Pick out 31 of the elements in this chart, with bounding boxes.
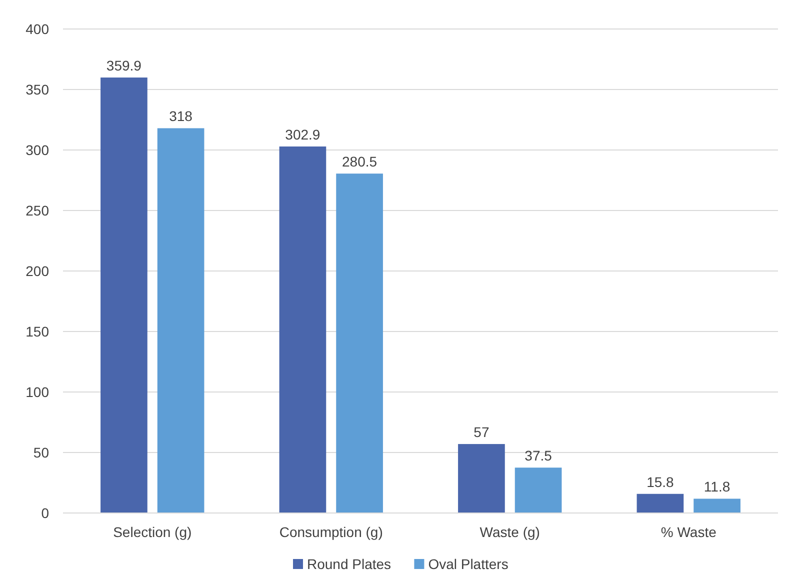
data-label: 280.5 — [342, 154, 378, 170]
bar — [694, 498, 740, 513]
data-label: 318 — [169, 108, 193, 124]
bar — [157, 128, 204, 513]
legend-label: Round Plates — [307, 556, 392, 572]
data-label: 57 — [474, 424, 490, 440]
data-label: 37.5 — [524, 448, 552, 464]
y-tick-label: 300 — [26, 142, 50, 158]
bar — [336, 174, 383, 513]
y-tick-label: 0 — [41, 504, 50, 521]
bar — [458, 444, 505, 513]
y-tick-label: 150 — [26, 323, 50, 340]
x-tick-label: Waste (g) — [480, 524, 540, 540]
data-label: 302.9 — [285, 126, 320, 142]
bar — [514, 468, 562, 513]
x-tick-label: % Waste — [660, 524, 717, 540]
y-tick-label: 400 — [26, 20, 50, 37]
bar — [636, 494, 684, 513]
y-tick-label: 50 — [33, 444, 50, 460]
data-label: 359.9 — [106, 58, 142, 74]
x-tick-label: Selection (g) — [113, 524, 192, 540]
x-tick-label: Consumption (g) — [279, 524, 383, 540]
bar — [100, 78, 148, 513]
y-tick-label: 200 — [26, 262, 50, 279]
data-label: 11.8 — [704, 478, 730, 495]
y-tick-label: 250 — [26, 202, 50, 218]
y-tick-label: 100 — [26, 384, 50, 400]
data-label: 15.8 — [646, 474, 674, 490]
legend-label: Oval Platters — [428, 556, 508, 572]
y-tick-label: 350 — [26, 81, 50, 98]
bar — [279, 146, 326, 513]
